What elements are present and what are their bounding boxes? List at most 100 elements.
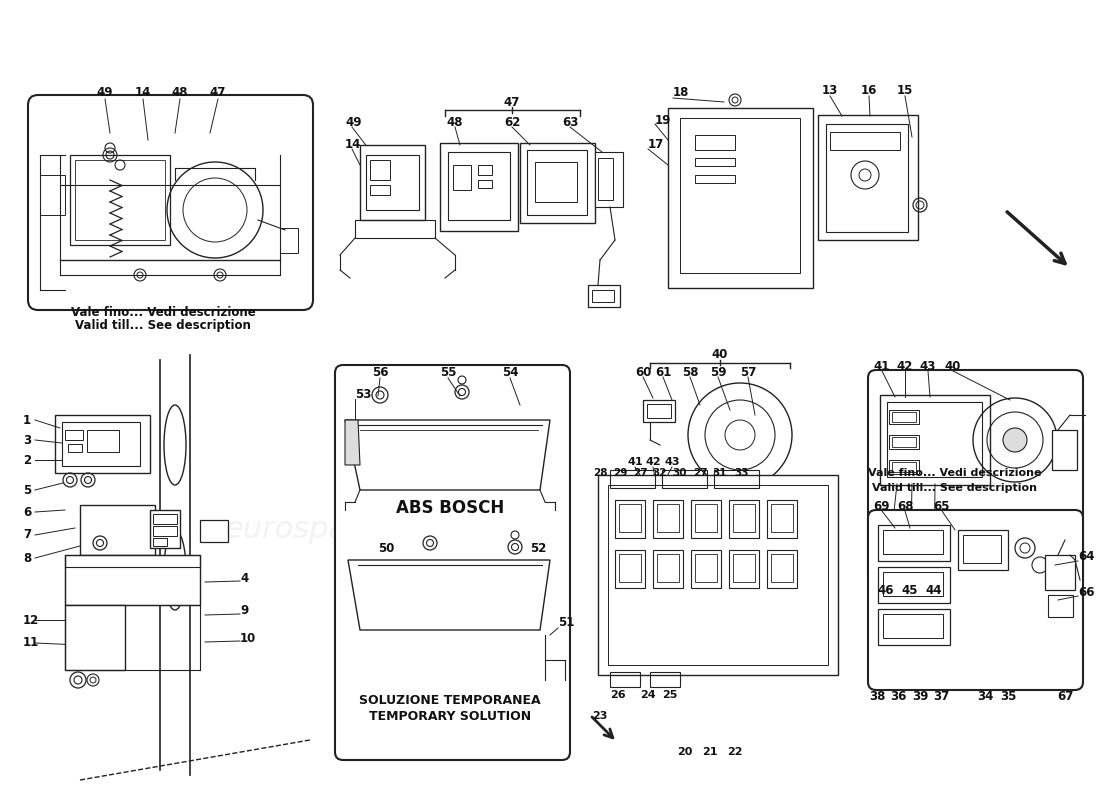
Bar xyxy=(878,567,950,603)
Bar xyxy=(691,550,720,588)
Bar xyxy=(478,165,492,175)
Text: 23: 23 xyxy=(592,711,607,721)
Bar xyxy=(65,430,82,440)
Bar xyxy=(878,525,950,561)
Text: 47: 47 xyxy=(504,97,520,110)
Bar xyxy=(830,132,900,150)
Bar xyxy=(657,504,679,532)
Bar xyxy=(588,285,620,307)
Text: 45: 45 xyxy=(902,583,918,597)
Circle shape xyxy=(1003,428,1027,452)
Text: 9: 9 xyxy=(240,603,249,617)
Text: 55: 55 xyxy=(440,366,456,378)
Bar xyxy=(695,135,735,150)
Bar xyxy=(714,470,759,488)
Bar xyxy=(729,550,759,588)
Polygon shape xyxy=(348,560,550,630)
Text: 37: 37 xyxy=(933,690,949,703)
Text: 36: 36 xyxy=(890,690,906,703)
Bar xyxy=(883,614,943,638)
Text: Valid till... See description: Valid till... See description xyxy=(872,483,1037,493)
Polygon shape xyxy=(345,420,550,490)
Bar xyxy=(691,500,720,538)
Bar xyxy=(478,180,492,188)
Bar xyxy=(527,150,587,215)
Bar xyxy=(520,143,595,223)
Text: 34: 34 xyxy=(977,690,993,703)
Text: 12: 12 xyxy=(23,614,40,626)
Text: 63: 63 xyxy=(562,117,579,130)
Text: 59: 59 xyxy=(710,366,726,378)
Text: 8: 8 xyxy=(23,551,31,565)
Bar xyxy=(87,430,119,452)
Bar xyxy=(615,500,645,538)
Bar xyxy=(153,514,177,524)
Bar xyxy=(68,444,82,452)
Text: 42: 42 xyxy=(896,359,913,373)
Text: 15: 15 xyxy=(896,83,913,97)
Bar xyxy=(818,115,918,240)
Bar xyxy=(889,435,918,449)
Text: 28: 28 xyxy=(593,468,607,478)
Text: 29: 29 xyxy=(613,468,627,478)
Bar xyxy=(1045,555,1075,590)
Text: 4: 4 xyxy=(240,571,249,585)
Bar xyxy=(887,402,982,477)
Text: 49: 49 xyxy=(345,117,362,130)
Bar xyxy=(892,437,916,447)
Text: 65: 65 xyxy=(934,499,950,513)
Bar xyxy=(650,672,680,687)
Text: 33: 33 xyxy=(735,468,749,478)
Text: 18: 18 xyxy=(673,86,690,99)
Bar xyxy=(729,500,759,538)
Bar xyxy=(200,520,228,542)
Text: 64: 64 xyxy=(1078,550,1094,563)
Text: 40: 40 xyxy=(712,349,728,362)
Bar xyxy=(695,554,717,582)
Bar xyxy=(767,550,798,588)
FancyBboxPatch shape xyxy=(336,365,570,760)
Bar xyxy=(440,143,518,231)
Text: 7: 7 xyxy=(23,529,31,542)
Text: 51: 51 xyxy=(558,617,574,630)
Bar xyxy=(62,422,140,466)
Text: 61: 61 xyxy=(654,366,671,378)
Text: 35: 35 xyxy=(1000,690,1016,703)
Bar xyxy=(598,158,613,200)
Text: 2: 2 xyxy=(23,454,31,466)
Text: 48: 48 xyxy=(172,86,188,98)
Bar xyxy=(695,158,735,166)
Text: 68: 68 xyxy=(896,499,913,513)
Bar xyxy=(150,510,180,548)
Bar xyxy=(615,550,645,588)
Text: 30: 30 xyxy=(673,468,688,478)
Text: 24: 24 xyxy=(640,690,656,700)
Bar xyxy=(733,554,755,582)
FancyBboxPatch shape xyxy=(868,370,1084,585)
Bar xyxy=(695,504,717,532)
Text: 52: 52 xyxy=(530,542,547,554)
Bar xyxy=(75,160,165,240)
Text: 16: 16 xyxy=(861,83,877,97)
Text: 48: 48 xyxy=(447,117,463,130)
Bar xyxy=(962,535,1001,563)
Bar xyxy=(892,462,916,472)
Bar xyxy=(1052,430,1077,470)
FancyBboxPatch shape xyxy=(28,95,313,310)
Text: SOLUZIONE TEMPORANEA: SOLUZIONE TEMPORANEA xyxy=(360,694,541,706)
Bar xyxy=(598,475,838,675)
Text: 44: 44 xyxy=(926,583,943,597)
Bar xyxy=(70,155,170,245)
Bar xyxy=(958,530,1008,570)
Bar xyxy=(366,155,419,210)
Text: 17: 17 xyxy=(648,138,664,151)
Bar xyxy=(65,605,125,670)
Text: 53: 53 xyxy=(355,389,372,402)
Text: 49: 49 xyxy=(97,86,113,98)
Bar xyxy=(65,555,200,605)
Bar xyxy=(370,160,390,180)
Text: eurospares: eurospares xyxy=(615,515,785,545)
Text: TEMPORARY SOLUTION: TEMPORARY SOLUTION xyxy=(368,710,531,722)
Text: 40: 40 xyxy=(945,359,961,373)
Bar xyxy=(880,395,990,485)
